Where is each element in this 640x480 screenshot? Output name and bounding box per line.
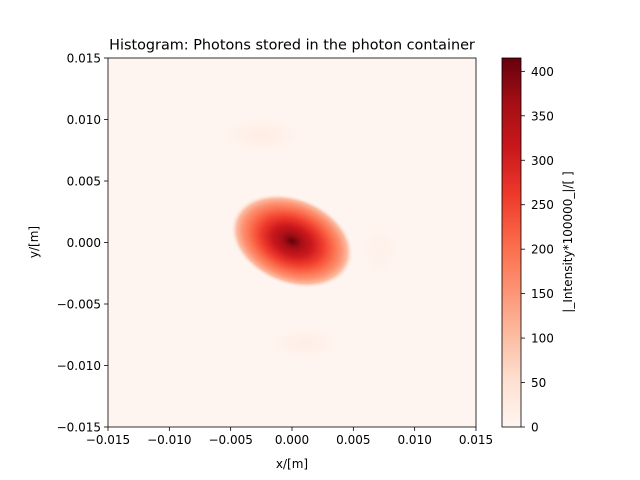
- y-tick-label: 0.000: [67, 236, 101, 250]
- x-tick-label: −0.005: [208, 433, 252, 447]
- beam-spot: [230, 193, 354, 289]
- colorbar-tick-label: 0: [531, 421, 539, 435]
- colorbar-tick-label: 250: [531, 198, 554, 212]
- colorbar-tick-label: 300: [531, 154, 554, 168]
- diffraction-ring-right: [355, 210, 405, 290]
- x-axis: −0.015 −0.010 −0.005 0.000 0.005 0.010 0.015: [86, 427, 493, 447]
- colorbar-tick-label: 200: [531, 243, 554, 257]
- x-axis-label: x/[m]: [276, 457, 308, 471]
- x-tick-label: 0.005: [336, 433, 370, 447]
- y-axis: −0.015 −0.010 −0.005 0.000 0.005 0.010 0.015: [57, 52, 108, 435]
- colorbar-tick-label: 400: [531, 65, 554, 79]
- heatmap-area: [108, 58, 476, 427]
- colorbar-axis: 0 50 100 150 200 250 300 350 400: [521, 65, 554, 435]
- chart-title: Histogram: Photons stored in the photon …: [109, 38, 475, 54]
- y-tick-label: −0.015: [57, 421, 101, 435]
- y-tick-label: 0.015: [67, 52, 101, 66]
- diffraction-ring-top: [207, 117, 317, 153]
- colorbar-tick-label: 350: [531, 109, 554, 123]
- x-tick-label: −0.015: [86, 433, 130, 447]
- colorbar: [501, 57, 522, 428]
- x-tick-label: 0.015: [459, 433, 493, 447]
- x-tick-label: −0.010: [147, 433, 191, 447]
- y-tick-label: −0.010: [57, 359, 101, 373]
- colorbar-tick-label: 100: [531, 332, 554, 346]
- y-tick-label: −0.005: [57, 298, 101, 312]
- colorbar-tick-label: 150: [531, 287, 554, 301]
- y-tick-label: 0.005: [67, 175, 101, 189]
- y-tick-label: 0.010: [67, 113, 101, 127]
- x-tick-label: 0.000: [275, 433, 309, 447]
- diffraction-ring-bottom: [257, 328, 353, 358]
- y-axis-label: y/[m]: [27, 226, 41, 258]
- x-tick-label: 0.010: [397, 433, 431, 447]
- colorbar-label: |_Intensity*100000_|/[ ]: [561, 171, 575, 312]
- colorbar-tick-label: 50: [531, 376, 546, 390]
